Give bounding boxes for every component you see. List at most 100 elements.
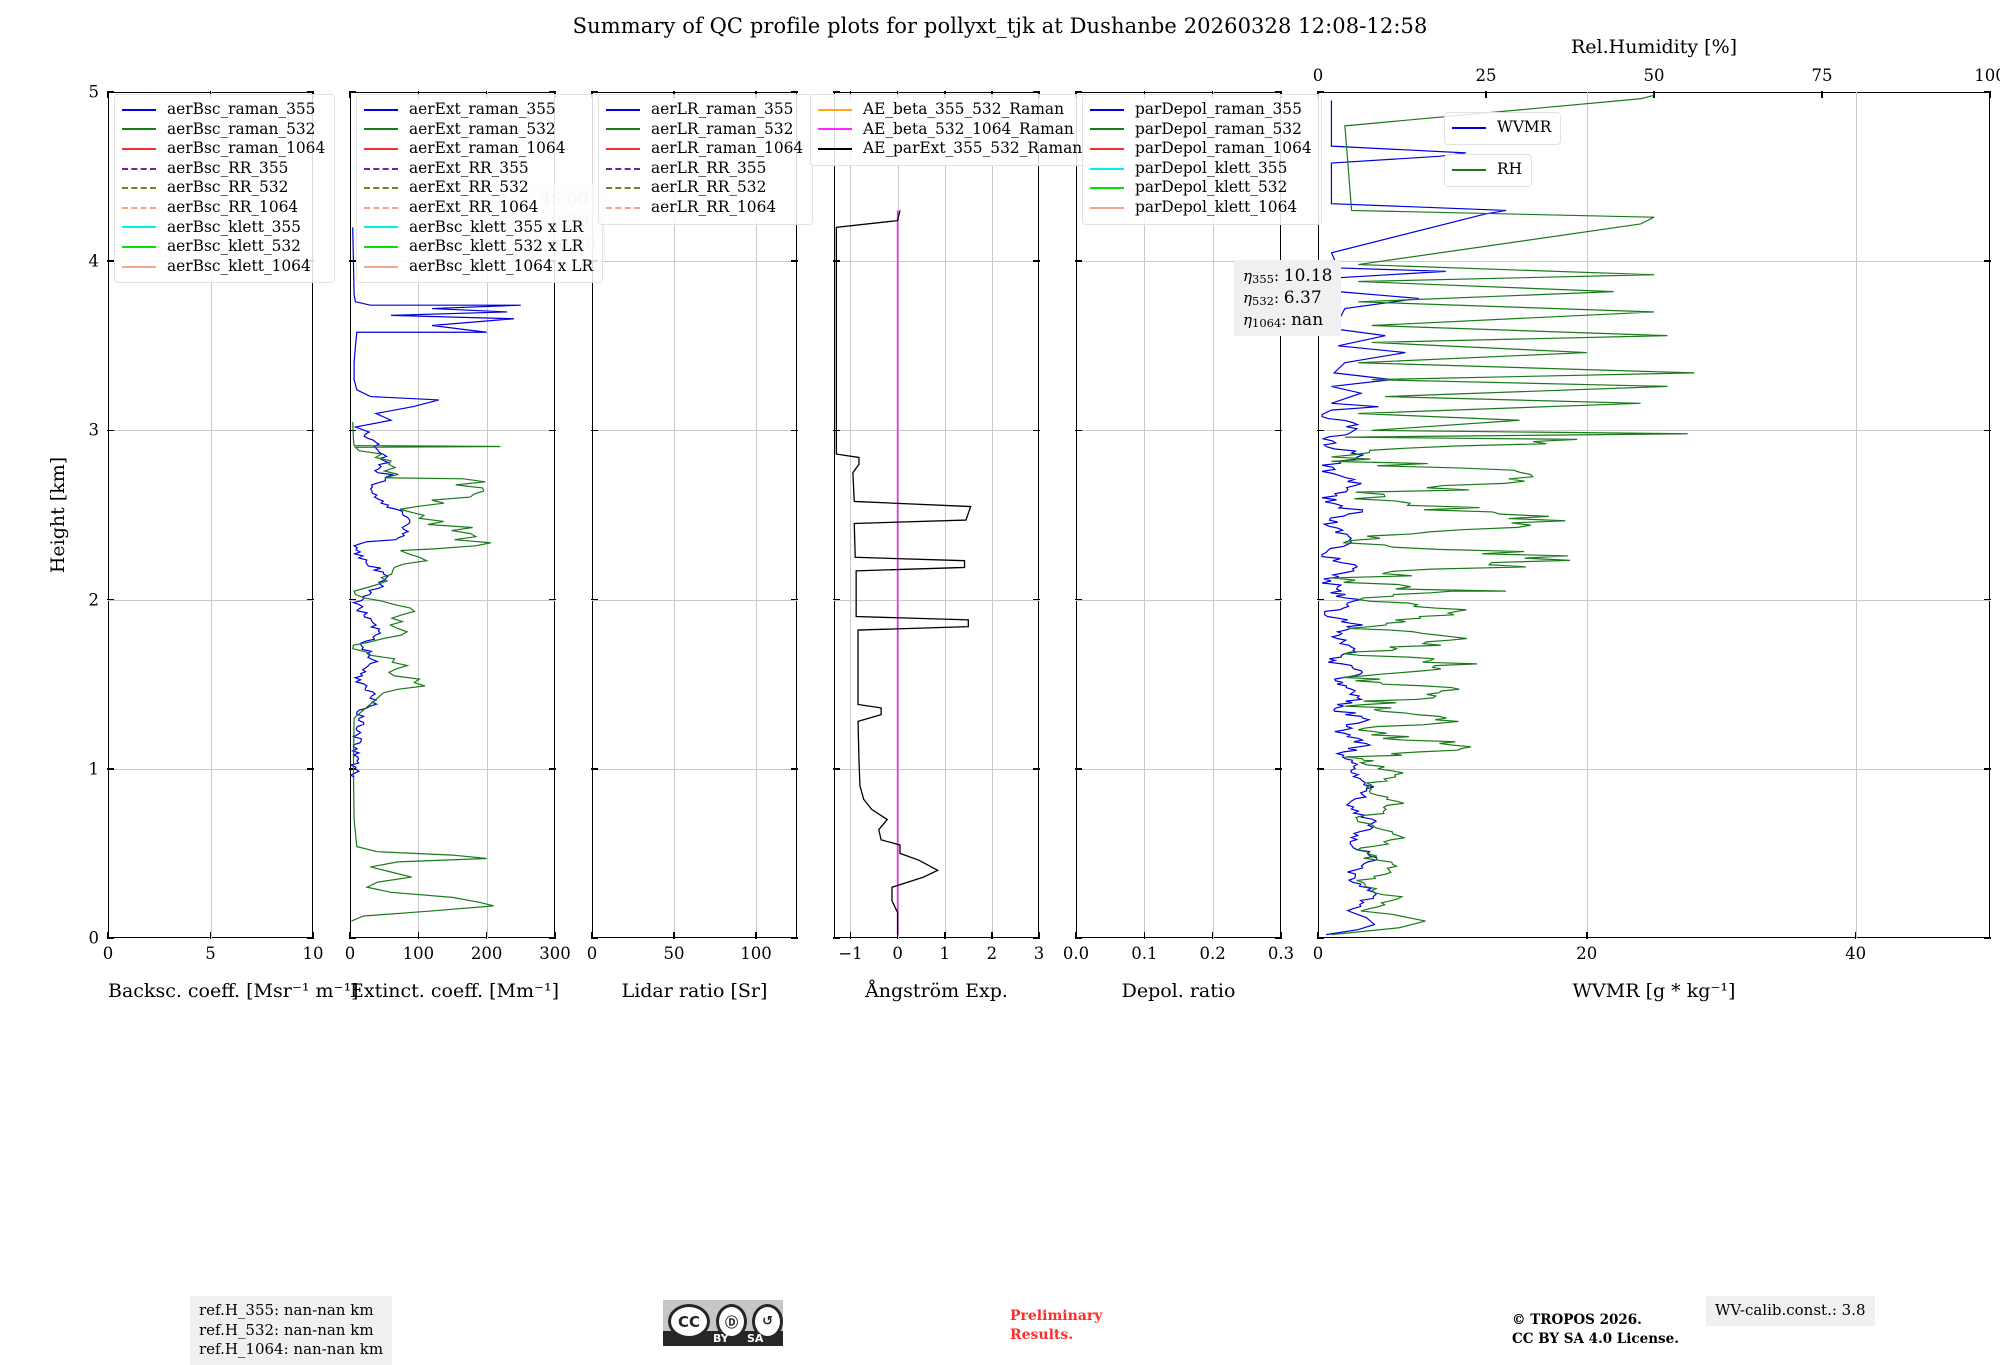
y-tick [349, 260, 356, 262]
legend-row[interactable]: aerBsc_RR_355 [122, 159, 325, 179]
grid-line-h [1076, 430, 1281, 432]
legend-swatch-green [1452, 168, 1486, 171]
x-tick-label: 10 [302, 944, 324, 963]
y-tick-label: 0 [88, 928, 100, 948]
legend-row[interactable]: parDepol_klett_1064 [1090, 198, 1312, 218]
y-tick [107, 91, 114, 93]
x-tick-label: 40 [1845, 944, 1867, 963]
legend-row[interactable]: aerLR_raman_1064 [606, 139, 803, 159]
y-tick [1984, 260, 1991, 262]
y-tick [591, 429, 598, 432]
legend-row[interactable]: aerExt_raman_532 [364, 120, 593, 140]
legend-label: AE_beta_355_532_Raman [863, 100, 1065, 119]
x-tick-label: 100 [740, 944, 772, 963]
x-tick [1075, 932, 1077, 939]
legend-row[interactable]: RH [1452, 160, 1522, 180]
depol-ratio-annotation: η355: 10.18 η532: 6.37 η1064: nan [1234, 260, 1342, 337]
legend-row[interactable]: parDepol_klett_532 [1090, 178, 1312, 198]
x-tick [107, 932, 109, 939]
legend-row[interactable]: aerBsc_klett_355 [122, 218, 325, 238]
y-tick-label: 5 [88, 82, 100, 102]
y-tick [307, 598, 314, 601]
legend-backscatter[interactable]: aerBsc_raman_355 aerBsc_raman_532 aerBsc_r… [114, 94, 336, 284]
x-tick-label: 0 [102, 944, 114, 963]
y-tick [833, 429, 840, 432]
legend-row[interactable]: aerExt_raman_355 [364, 100, 593, 120]
y-tick [1275, 768, 1282, 770]
legend-row[interactable]: aerBsc_RR_532 [122, 178, 325, 198]
grid-line-h [1076, 768, 1281, 770]
legend-row[interactable]: parDepol_raman_355 [1090, 100, 1312, 120]
y-tick [591, 91, 598, 93]
legend-swatch-green [606, 128, 640, 131]
grid-line-h [592, 599, 797, 601]
legend-row[interactable]: aerExt_RR_532 [364, 178, 593, 198]
x-tick [591, 932, 593, 939]
y-tick [1033, 91, 1040, 93]
x-tick [485, 932, 488, 939]
legend-row[interactable]: aerLR_raman_532 [606, 120, 803, 140]
figure-title: Summary of QC profile plots for pollyxt_… [572, 14, 1428, 38]
y-tick [833, 937, 840, 939]
top-axis-title: Rel.Humidity [%] [1570, 36, 1738, 58]
x-tick [943, 932, 946, 939]
legend-row[interactable]: aerBsc_klett_532 [122, 237, 325, 257]
legend-row[interactable]: parDepol_raman_532 [1090, 120, 1312, 140]
legend-wvmr-rh[interactable]: RH [1444, 154, 1533, 187]
legend-row[interactable]: aerBsc_klett_1064 [122, 257, 325, 277]
x-tick [107, 91, 109, 98]
legend-angstrom[interactable]: AE_beta_355_532_Raman AE_beta_532_1064_Ra… [810, 94, 1093, 166]
legend-row[interactable]: aerLR_RR_355 [606, 159, 803, 179]
legend-row[interactable]: AE_beta_532_1064_Raman [818, 120, 1082, 140]
x-tick-label: 0 [1312, 944, 1324, 963]
legend-row[interactable]: AE_parExt_355_532_Raman [818, 139, 1082, 159]
y-tick [791, 768, 798, 770]
plot-frame [592, 92, 797, 938]
plot-frame [1076, 92, 1281, 938]
y-tick [791, 598, 798, 601]
legend-row[interactable]: AE_beta_355_532_Raman [818, 100, 1082, 120]
legend-row[interactable]: aerLR_RR_532 [606, 178, 803, 198]
legend-row[interactable]: aerBsc_klett_532 x LR [364, 237, 593, 257]
x-tick-label: 3 [1033, 944, 1045, 963]
legend-lidar-ratio[interactable]: aerLR_raman_355 aerLR_raman_532 aerLR_rama… [598, 94, 814, 225]
legend-label: aerBsc_klett_532 x LR [409, 237, 584, 256]
legend-row[interactable]: parDepol_raman_1064 [1090, 139, 1312, 159]
legend-swatch-red [606, 147, 640, 150]
y-tick-label: 1 [88, 759, 100, 779]
legend-extinction[interactable]: aerExt_raman_355 aerExt_raman_532 aerExt_r… [356, 94, 604, 284]
x-tick [554, 932, 556, 939]
legend-row[interactable]: aerBsc_klett_1064 x LR [364, 257, 593, 277]
legend-row[interactable]: WVMR [1452, 118, 1551, 138]
legend-row[interactable]: aerBsc_RR_1064 [122, 198, 325, 218]
legend-row[interactable]: aerExt_RR_355 [364, 159, 593, 179]
legend-row[interactable]: aerBsc_raman_355 [122, 100, 325, 120]
legend-row[interactable]: parDepol_klett_355 [1090, 159, 1312, 179]
top-x-tick-label: 50 [1643, 66, 1665, 85]
legend-row[interactable]: aerBsc_klett_355 x LR [364, 218, 593, 238]
legend-row[interactable]: aerBsc_raman_532 [122, 120, 325, 140]
legend-depol-ratio[interactable]: parDepol_raman_355 parDepol_raman_532 parD… [1082, 94, 1322, 225]
legend-swatch-blue [1452, 126, 1486, 129]
legend-row[interactable]: aerExt_raman_1064 [364, 139, 593, 159]
y-tick [107, 429, 114, 432]
preliminary-results-note: Preliminary Results. [1010, 1308, 1103, 1343]
cc-sa-label: SA [747, 1332, 764, 1345]
y-tick [791, 429, 798, 432]
legend-row[interactable]: aerBsc_raman_1064 [122, 139, 325, 159]
x-tick [1586, 932, 1588, 939]
legend-row[interactable]: aerLR_raman_355 [606, 100, 803, 120]
y-tick [107, 768, 114, 770]
legend-swatch-green [364, 128, 398, 131]
y-tick [1984, 937, 1991, 939]
legend-swatch-salmon [364, 265, 398, 268]
legend-swatch-orange [818, 108, 852, 111]
legend-row[interactable]: aerLR_RR_1064 [606, 198, 803, 218]
y-tick [1275, 937, 1282, 939]
legend-row[interactable]: aerExt_RR_1064 [364, 198, 593, 218]
top-x-tick [1653, 91, 1655, 98]
y-tick [591, 937, 598, 939]
ref-height-line: ref.H_355: nan-nan km [199, 1301, 374, 1319]
legend-wvmr[interactable]: WVMR [1444, 112, 1562, 145]
panel-angstrom: −1 0 1 2 3 Ångström Exp. AE_beta_355_532_Raman… [810, 91, 1093, 1002]
